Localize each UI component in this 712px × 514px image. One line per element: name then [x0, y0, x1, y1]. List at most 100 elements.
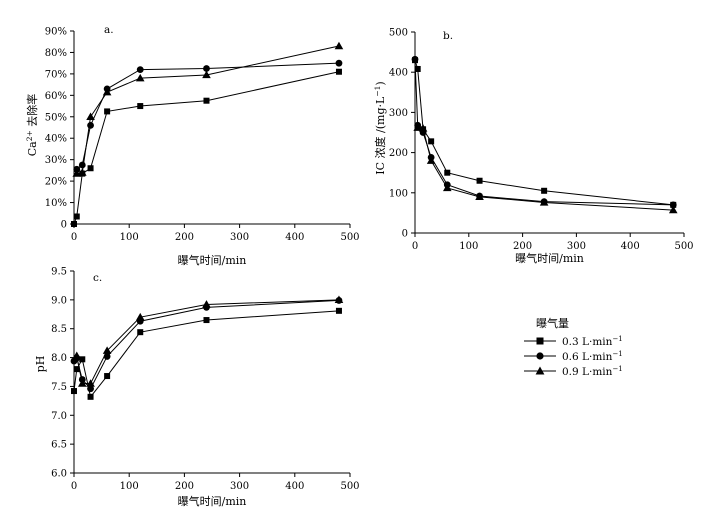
- data-point-triangle: [334, 41, 344, 50]
- y-axis-label: IC 浓度 /(mg·L−1): [373, 81, 387, 174]
- legend-label-1: 0.6 L·min−1: [562, 350, 623, 363]
- legend-marker-circle: [536, 352, 544, 360]
- y-tick-label: 80%: [45, 48, 67, 59]
- x-tick-label: 100: [120, 232, 139, 243]
- legend-label-0: 0.3 L·min−1: [562, 335, 623, 348]
- data-point-circle: [669, 201, 677, 209]
- data-point-triangle: [77, 168, 87, 176]
- x-tick-label: 0: [71, 232, 77, 243]
- y-tick-label: 500: [389, 28, 408, 39]
- data-point-triangle: [334, 295, 344, 304]
- legend-label-2: 0.9 L·min−1: [562, 365, 623, 378]
- legend-marker-square: [536, 337, 544, 345]
- series-line-square: [73, 71, 340, 225]
- chart-panel-0: 0 100 200 300 400 500 0 10% 20% 30% 40% 50% 60% 70% 80…: [25, 24, 360, 267]
- y-tick-label: 20%: [45, 177, 67, 188]
- x-tick-label: 100: [120, 481, 139, 492]
- data-point-triangle: [86, 112, 95, 120]
- data-point-square: [203, 97, 210, 104]
- legend-entry-0: 0.3 L·min−1: [524, 335, 623, 348]
- x-axis-label: 曝气时间/min: [178, 494, 247, 508]
- y-axis-label: Ca2+ 去除率: [25, 94, 39, 157]
- y-tick-label: 400: [389, 68, 408, 79]
- data-point-triangle: [135, 312, 145, 321]
- x-tick-label: 200: [175, 232, 194, 243]
- series-line-circle: [76, 62, 339, 170]
- x-tick-label: 500: [674, 241, 693, 252]
- y-tick-label: 40%: [45, 134, 67, 145]
- data-point-circle: [203, 65, 210, 72]
- data-point-square: [71, 388, 77, 395]
- data-point-square: [444, 169, 451, 176]
- data-point-square: [71, 221, 77, 227]
- data-point-circle: [78, 161, 86, 169]
- x-tick-label: 200: [175, 481, 194, 492]
- y-tick-label: 100: [389, 188, 408, 199]
- y-tick-label: 50%: [45, 112, 67, 123]
- data-point-triangle: [668, 205, 678, 214]
- y-tick-label: 8.0: [51, 353, 67, 364]
- y-tick-label: 60%: [45, 91, 67, 102]
- legend-entry-2: 0.9 L·min−1: [524, 365, 623, 378]
- y-tick-label: 8.5: [51, 324, 67, 335]
- data-point-square: [87, 165, 94, 172]
- series-line-square: [73, 310, 339, 398]
- panel-label: a.: [104, 24, 114, 36]
- data-point-square: [73, 366, 80, 373]
- x-tick-label: 100: [459, 241, 478, 252]
- data-point-triangle: [72, 351, 82, 360]
- panel-label: c.: [93, 272, 102, 284]
- data-point-circle: [87, 121, 94, 129]
- chart-panel-2: 0 100 200 300 400 500 6.0 6.5 7.0 7.5 8.0 8.5 9.0 9.5…: [34, 267, 360, 509]
- data-point-circle: [87, 385, 94, 393]
- x-tick-label: 300: [567, 241, 586, 252]
- series-line-triangle: [76, 299, 339, 385]
- y-tick-label: 7.0: [51, 411, 67, 422]
- data-point-square: [73, 213, 80, 220]
- x-tick-label: 0: [71, 481, 77, 492]
- data-point-triangle: [413, 123, 422, 131]
- x-tick-label: 300: [230, 232, 249, 243]
- y-tick-label: 300: [389, 108, 408, 119]
- series-line-square: [414, 59, 674, 206]
- data-point-triangle: [202, 300, 211, 308]
- data-point-square: [104, 373, 111, 380]
- x-tick-label: 400: [285, 232, 304, 243]
- legend-entry-1: 0.6 L·min−1: [524, 350, 623, 363]
- data-point-square: [541, 187, 548, 194]
- data-point-triangle: [442, 183, 452, 192]
- data-point-triangle: [202, 70, 211, 79]
- y-tick-label: 30%: [45, 155, 67, 166]
- legend-title: 曝气量: [536, 316, 569, 330]
- y-tick-label: 6.5: [51, 440, 67, 451]
- y-tick-label: 0: [61, 220, 67, 231]
- chart-panel-1: 0 100 200 300 400 500 0 100 200 300 400 500 b. 曝气时间/m…: [373, 28, 694, 266]
- data-point-circle: [335, 59, 343, 67]
- x-tick-label: 0: [412, 241, 418, 252]
- data-point-square: [476, 177, 483, 184]
- data-point-triangle: [102, 87, 112, 96]
- data-point-square: [87, 393, 94, 400]
- x-tick-label: 500: [340, 232, 359, 243]
- data-point-circle: [136, 66, 144, 73]
- data-point-square: [137, 329, 144, 336]
- data-point-triangle: [539, 198, 549, 206]
- y-tick-label: 70%: [45, 69, 67, 80]
- series-line-circle: [414, 59, 674, 206]
- y-tick-label: 6.0: [51, 469, 67, 480]
- data-point-square: [335, 68, 342, 75]
- data-point-triangle: [102, 346, 112, 354]
- y-tick-label: 200: [389, 148, 408, 159]
- x-tick-label: 500: [340, 481, 359, 492]
- x-tick-label: 400: [621, 241, 640, 252]
- data-point-triangle: [86, 379, 95, 387]
- data-point-square: [79, 356, 86, 363]
- y-axis-label: pH: [34, 356, 47, 373]
- data-point-triangle: [426, 156, 436, 164]
- x-tick-label: 400: [285, 481, 304, 492]
- legend: 曝气量 0.3 L·min−1 0.6 L·min−1 0.9 L·min−1: [524, 316, 623, 378]
- x-axis-label: 曝气时间/min: [178, 253, 247, 267]
- data-point-circle: [411, 55, 419, 63]
- y-tick-label: 90%: [45, 27, 67, 38]
